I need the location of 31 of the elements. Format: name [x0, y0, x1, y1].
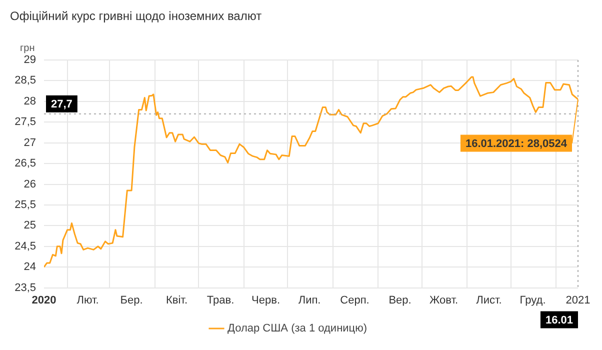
legend-label: Долар США (за 1 одиницю): [228, 322, 368, 335]
x-tick-label: 2021: [566, 294, 590, 306]
y-tick-label: 27,5: [14, 116, 36, 128]
x-tick-label: Груд.: [520, 294, 546, 306]
y-tick-label: 25: [24, 220, 36, 232]
ref-line-label: 27,7: [50, 98, 72, 110]
y-tick-label: 23,5: [14, 282, 36, 294]
x-tick-label: Лип.: [298, 294, 321, 306]
ref-line-label: 16.01: [545, 314, 573, 326]
y-tick-label: 26: [24, 178, 36, 190]
x-tick-label: Серп.: [340, 294, 370, 306]
y-tick-label: 29: [24, 54, 36, 66]
y-tick-label: 26,5: [14, 158, 36, 170]
y-tick-label: 27: [24, 136, 36, 149]
y-tick-label: 24: [24, 261, 36, 274]
y-tick-label: 25,5: [14, 198, 36, 211]
x-tick-label: Бер.: [120, 294, 143, 306]
x-tick-label: Лист.: [476, 294, 502, 306]
y-tick-label: 28: [24, 95, 36, 108]
x-tick-label: Жовт.: [429, 294, 458, 306]
x-tick-label: Черв.: [252, 294, 280, 306]
x-tick-label: Квіт.: [166, 294, 188, 306]
annotation: 16.01.2021: 28,0524: [465, 138, 568, 150]
y-axis-title: грн: [20, 42, 35, 54]
x-tick-label: Вер.: [388, 294, 412, 306]
x-tick-label: Трав.: [206, 294, 234, 306]
y-tick-label: 24,5: [14, 240, 36, 252]
chart-title: Офіційний курс гривні щодо іноземних валют: [10, 9, 262, 23]
x-tick-label: 2020: [32, 294, 56, 306]
x-tick-label: Лют.: [76, 294, 99, 306]
y-tick-label: 28,5: [14, 74, 36, 87]
